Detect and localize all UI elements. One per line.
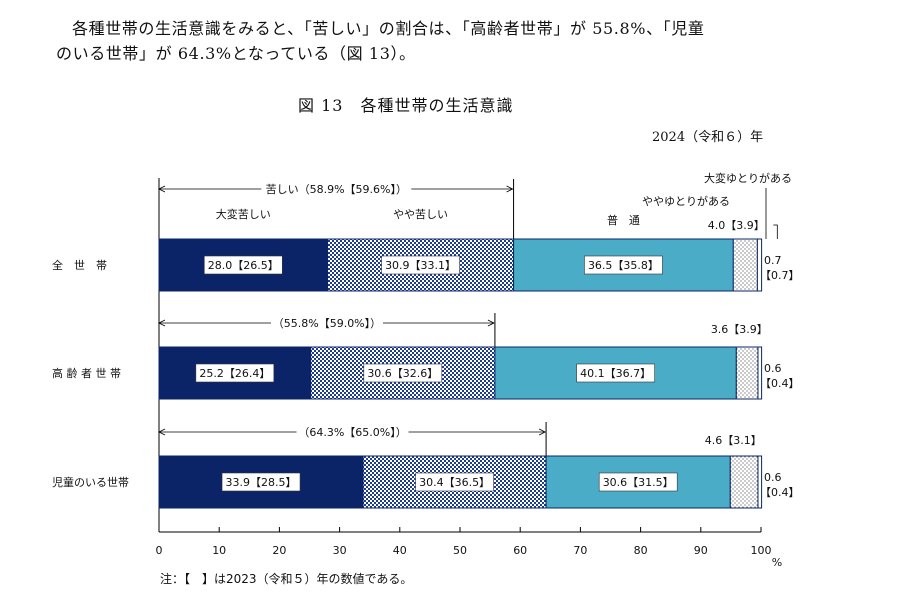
leader-line — [773, 224, 778, 239]
data-label: 30.9【33.1】 — [385, 259, 456, 272]
bar-segment — [757, 455, 763, 509]
bar-segment — [735, 346, 759, 400]
data-label: 28.0【26.5】 — [208, 259, 279, 272]
data-label-box — [381, 255, 460, 275]
bar-segment — [729, 455, 759, 509]
x-tick-label: 20 — [272, 544, 286, 557]
bar-segment — [757, 346, 763, 400]
data-label-daihen-yutori-prev: 【0.4】 — [760, 486, 800, 499]
bar-segment — [756, 238, 763, 292]
bracket-arrow-right — [506, 185, 514, 193]
data-label-box — [203, 255, 283, 275]
data-label-daihen-yutori-prev: 【0.7】 — [760, 269, 800, 282]
intro-line-2: のいる世帯」が 64.3%となっている（図 13）。 — [56, 44, 416, 63]
intro-line-1: 各種世帯の生活意識をみると、「苦しい」の割合は、「高齢者世帯」が 55.8%、「… — [72, 19, 705, 38]
bracket-label-bg — [261, 181, 412, 197]
chart-note: 注：【 】は2023（令和５）年の数値である。 — [160, 572, 413, 586]
bracket-arrow-left — [158, 319, 166, 327]
legend-label-yaya-kurushii: やや苦しい — [393, 208, 448, 221]
data-label: 30.6【31.5】 — [603, 476, 674, 489]
x-axis-unit: % — [772, 556, 782, 569]
data-label: 40.1【36.7】 — [580, 367, 651, 380]
bracket-label-bg — [270, 315, 383, 331]
bracket-label-bg — [296, 424, 409, 440]
bracket-label: （55.8%【59.0%】） — [273, 317, 381, 330]
category-label: 全 世 帯 — [52, 258, 107, 272]
category-label: 高 齢 者 世 帯 — [52, 366, 121, 380]
legend-label-daihen-kurushii: 大変苦しい — [216, 207, 271, 221]
data-label-box — [363, 363, 443, 383]
bracket-arrow-left — [158, 428, 166, 436]
x-tick-label: 0 — [156, 544, 163, 557]
data-label-box — [598, 472, 678, 492]
bracket-arrow-right — [487, 319, 495, 327]
data-label-daihen-yutori: 0.7 — [764, 254, 782, 267]
data-label-daihen-yutori-prev: 【0.4】 — [760, 377, 800, 390]
x-tick-label: 90 — [694, 544, 708, 557]
x-tick-label: 60 — [513, 544, 527, 557]
intro-paragraph: 各種世帯の生活意識をみると、「苦しい」の割合は、「高齢者世帯」が 55.8%、「… — [56, 16, 856, 66]
data-label-daihen-yutori: 0.6 — [764, 362, 782, 375]
legend-label-yaya-yutori: ややゆとりがある — [642, 194, 730, 208]
legend-label-daihen-yutori: 大変ゆとりがある — [704, 171, 792, 185]
year-label: 2024（令和６）年 — [652, 130, 764, 145]
bar-segment — [327, 238, 515, 292]
data-label-box — [576, 363, 655, 383]
data-label-box — [221, 472, 301, 492]
data-label-box — [415, 472, 494, 492]
data-label: 25.2【26.4】 — [199, 367, 270, 380]
data-label-daihen-yutori: 0.6 — [764, 471, 782, 484]
bracket-arrow-right — [538, 428, 546, 436]
data-label: 30.4【36.5】 — [419, 476, 490, 489]
bar-segment — [732, 238, 758, 292]
x-tick-label: 10 — [212, 544, 226, 557]
x-tick-label: 40 — [393, 544, 407, 557]
data-label-yaya-yutori: 4.0【3.9】 — [708, 219, 765, 232]
x-tick-label: 30 — [333, 544, 347, 557]
legend-label-futsu: 普 通 — [607, 213, 640, 227]
bracket-label: 苦しい（58.9%【59.6%】） — [266, 183, 407, 196]
x-tick-label: 80 — [634, 544, 648, 557]
data-label: 36.5【35.8】 — [588, 259, 659, 272]
x-tick-label: 70 — [573, 544, 587, 557]
data-label-box — [584, 255, 663, 275]
data-label: 33.9【28.5】 — [226, 476, 297, 489]
figure-title: 図 13 各種世帯の生活意識 — [298, 96, 514, 115]
data-label-yaya-yutori: 4.6【3.1】 — [705, 434, 762, 447]
bracket-arrow-left — [158, 185, 166, 193]
data-label: 30.6【32.6】 — [367, 367, 438, 380]
bracket-label: （64.3%【65.0%】） — [298, 426, 406, 439]
x-tick-label: 50 — [453, 544, 467, 557]
data-label-box — [195, 363, 275, 383]
x-tick-label: 100 — [751, 544, 772, 557]
category-label: 児童のいる世帯 — [52, 475, 129, 489]
data-label-yaya-yutori: 3.6【3.9】 — [711, 323, 768, 336]
